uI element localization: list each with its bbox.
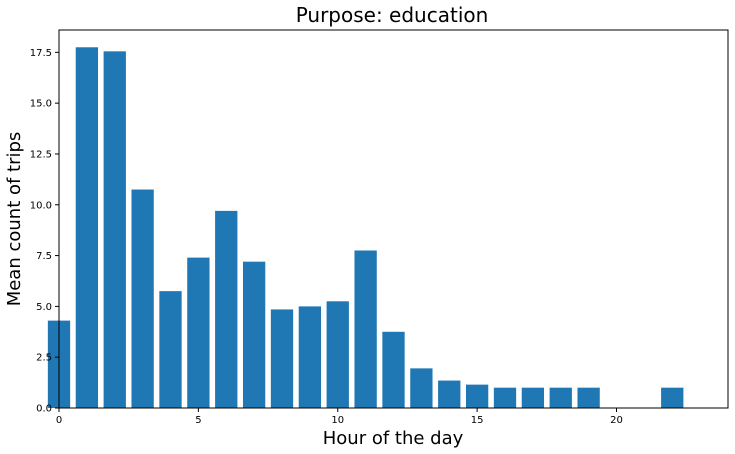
y-tick-label: 2.5 (36, 353, 52, 364)
bar-hour-22 (661, 387, 684, 408)
bar-hour-11 (354, 250, 377, 408)
bar-hour-6 (215, 210, 238, 408)
x-tick-label: 0 (56, 415, 62, 426)
bar-hour-14 (438, 380, 461, 408)
y-axis-ticks: 0.0 2.5 5.0 7.5 10.0 12.5 15.0 17.5 (30, 48, 59, 415)
bar-hour-13 (410, 368, 433, 408)
bar-hour-15 (465, 384, 489, 408)
y-tick-label: 17.5 (30, 48, 52, 59)
bar-hour-10 (326, 301, 349, 408)
y-tick-label: 12.5 (30, 149, 52, 160)
bar-hour-1 (75, 47, 99, 408)
x-tick-label: 20 (610, 415, 623, 426)
bar-hour-7 (242, 261, 266, 408)
chart-title: Purpose: education (296, 3, 489, 27)
x-tick-label: 10 (331, 415, 344, 426)
plot-frame (58, 29, 729, 409)
bar-hour-8 (270, 309, 294, 408)
bar-hour-12 (382, 331, 405, 408)
x-axis-ticks: 0 5 10 15 20 (56, 408, 623, 426)
bar-hour-17 (521, 387, 545, 408)
x-axis-label: Hour of the day (323, 428, 464, 449)
bar-hour-3 (131, 189, 154, 408)
bar-hour-2 (103, 51, 126, 408)
y-axis-label: Mean count of trips (4, 132, 25, 307)
bar-hour-18 (549, 387, 572, 408)
x-tick-label: 15 (471, 415, 484, 426)
y-tick-label: 15.0 (30, 99, 52, 110)
y-tick-label: 7.5 (36, 251, 52, 262)
bar-hour-19 (577, 387, 600, 408)
y-tick-label: 5.0 (36, 302, 52, 313)
y-tick-label: 0.0 (36, 404, 52, 415)
bar-hour-16 (493, 387, 517, 408)
bar-hour-9 (298, 306, 322, 408)
x-tick-label: 5 (195, 415, 201, 426)
bar-hour-4 (159, 291, 182, 408)
bar-hour-5 (187, 257, 210, 408)
y-tick-label: 10.0 (30, 200, 52, 211)
bars-group (47, 47, 684, 408)
